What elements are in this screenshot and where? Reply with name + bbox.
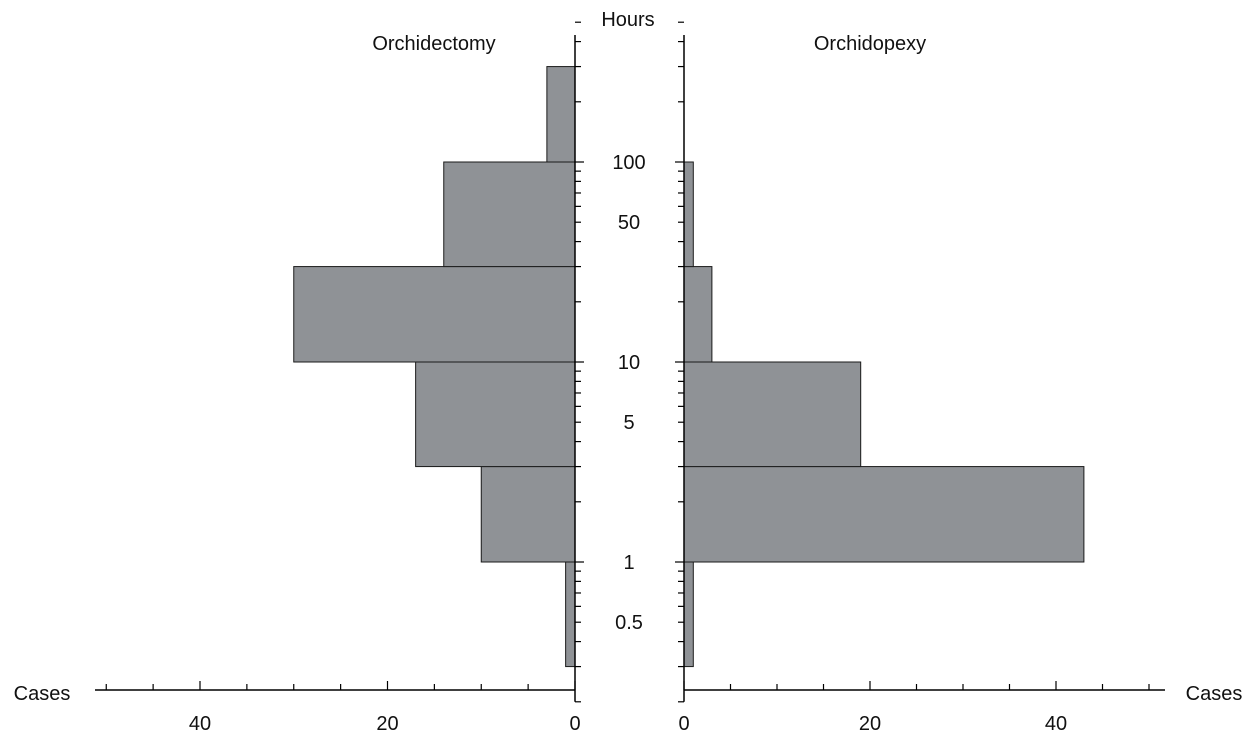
- x-axis-title-right: Cases: [1186, 683, 1243, 705]
- center-tick-label: 10: [618, 352, 640, 374]
- bar-orchidectomy-3: [293, 266, 576, 363]
- right-x-tick-label: 0: [678, 713, 689, 735]
- series-title-orchidopexy: Orchidopexy: [814, 33, 926, 55]
- center-tick-label: 0.5: [615, 612, 643, 634]
- left-x-tick-label: 20: [376, 713, 398, 735]
- axes: 0.5 1 5 10 50 100 40 20 0 0 20 40: [95, 21, 1165, 735]
- center-tick-label: 5: [623, 412, 634, 434]
- orchidectomy-bars: [293, 66, 576, 668]
- bar-orchidectomy-0: [565, 561, 576, 668]
- bar-orchidectomy-2: [415, 361, 576, 468]
- bar-orchidopexy-3: [683, 266, 713, 363]
- bar-orchidectomy-1: [480, 466, 576, 563]
- orchidopexy-bars: [683, 161, 1085, 668]
- left-x-tick-label: 0: [569, 713, 580, 735]
- bar-orchidectomy-5: [546, 66, 576, 163]
- series-title-orchidectomy: Orchidectomy: [372, 33, 495, 55]
- bar-orchidopexy-2: [683, 361, 862, 468]
- right-x-tick-label: 40: [1045, 713, 1067, 735]
- x-axis-title-left: Cases: [14, 683, 71, 705]
- bar-orchidopexy-4: [683, 161, 694, 268]
- center-axis-title: Hours: [601, 9, 654, 31]
- center-tick-label: 100: [612, 152, 645, 174]
- center-tick-label: 1: [623, 552, 634, 574]
- left-x-tick-label: 40: [189, 713, 211, 735]
- right-x-tick-label: 20: [859, 713, 881, 735]
- center-tick-label: 50: [618, 212, 640, 234]
- bar-orchidectomy-4: [443, 161, 576, 268]
- labels: Hours Orchidectomy Orchidopexy Cases Cas…: [14, 9, 1243, 705]
- bar-orchidopexy-1: [683, 466, 1085, 563]
- bar-orchidopexy-0: [683, 561, 694, 668]
